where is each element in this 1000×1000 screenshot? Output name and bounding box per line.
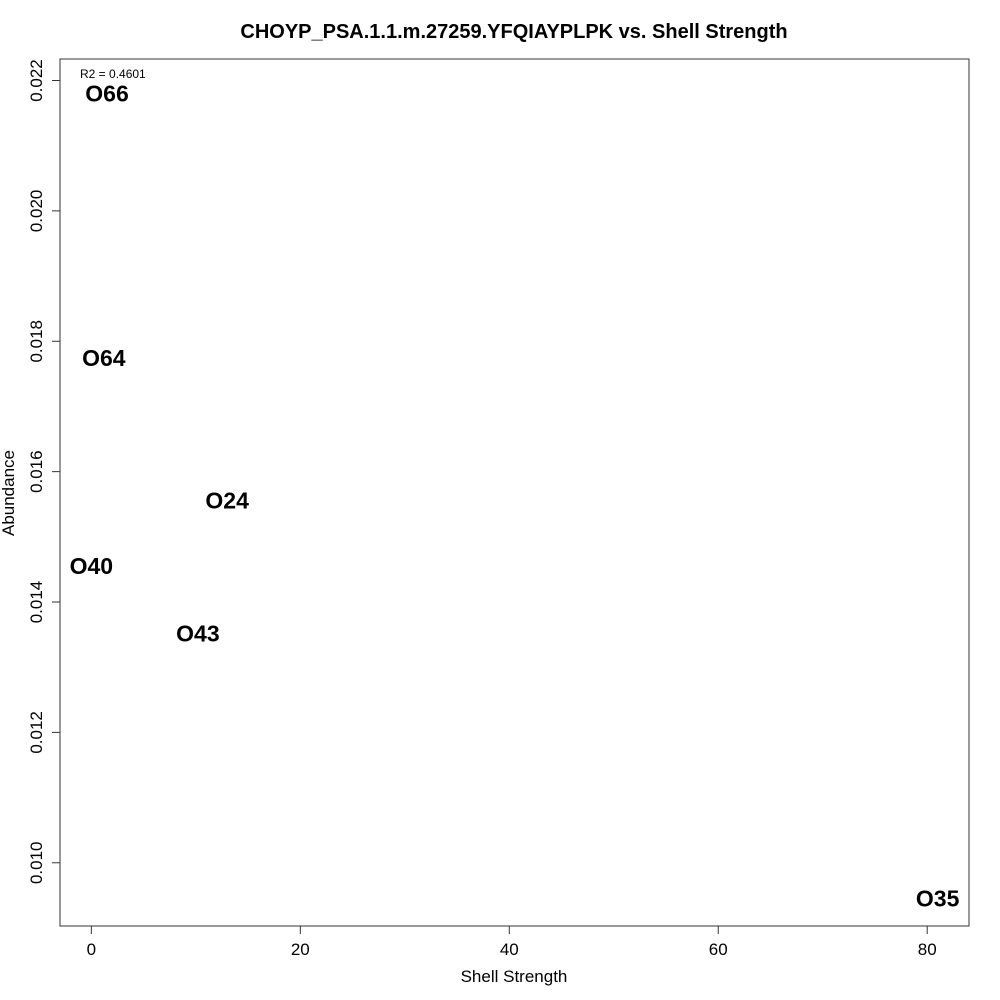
y-tick-label: 0.020: [27, 190, 46, 233]
y-tick-label: 0.022: [27, 59, 46, 102]
x-tick-label: 20: [291, 940, 310, 959]
x-axis: 0 20 40 60 80: [87, 926, 937, 959]
point-label-o40: O40: [70, 553, 113, 579]
point-label-o64: O64: [82, 345, 126, 371]
x-tick-label: 60: [709, 940, 728, 959]
y-axis-label: Abundance: [0, 450, 18, 536]
point-labels: O66 O64 O24 O40 O43 O35: [70, 81, 960, 912]
x-tick-label: 80: [918, 940, 937, 959]
y-tick-label: 0.018: [27, 320, 46, 363]
y-axis: 0.010 0.012 0.014 0.016 0.018 0.020 0.022: [27, 59, 60, 884]
point-label-o66: O66: [85, 81, 128, 107]
plot-frame: [59, 58, 970, 927]
x-tick-label: 0: [87, 940, 96, 959]
point-label-o35: O35: [916, 886, 960, 912]
x-axis-label: Shell Strength: [461, 967, 568, 986]
x-tick-label: 40: [500, 940, 519, 959]
r2-annotation: R2 = 0.4601: [80, 67, 146, 81]
y-tick-label: 0.014: [27, 581, 46, 624]
y-tick-label: 0.016: [27, 450, 46, 493]
point-label-o43: O43: [176, 620, 219, 646]
y-tick-label: 0.010: [27, 841, 46, 884]
y-tick-label: 0.012: [27, 711, 46, 754]
chart-title: CHOYP_PSA.1.1.m.27259.YFQIAYPLPK vs. She…: [240, 21, 787, 43]
point-label-o24: O24: [205, 487, 249, 513]
